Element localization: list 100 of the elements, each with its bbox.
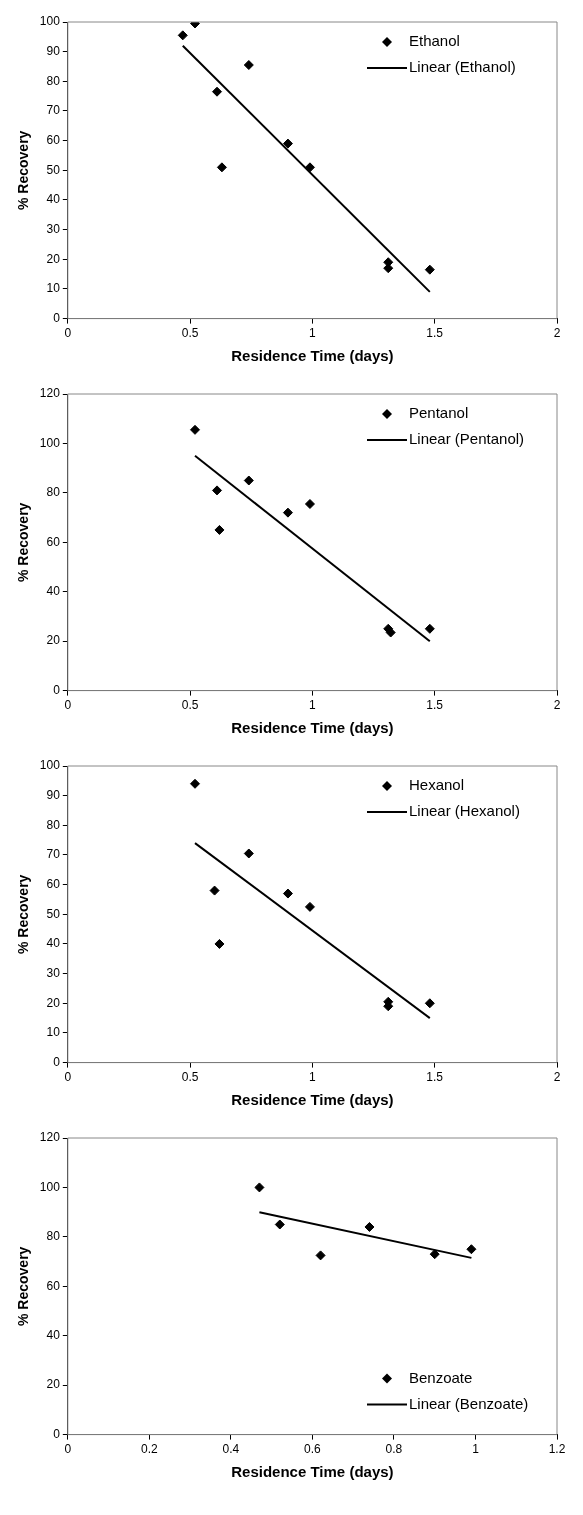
point bbox=[364, 1221, 375, 1232]
point bbox=[424, 264, 435, 275]
y-tick-label: 30 bbox=[46, 221, 61, 236]
y-tick-label: 30 bbox=[46, 965, 61, 980]
point bbox=[254, 1182, 265, 1193]
x-axis-title: Residence Time (days) bbox=[231, 1091, 394, 1109]
y-tick-label: 80 bbox=[46, 485, 61, 500]
x-tick-label: 1.2 bbox=[548, 1442, 566, 1457]
x-axis-title: Residence Time (days) bbox=[231, 347, 394, 365]
point bbox=[212, 485, 223, 496]
x-tick-label: 1 bbox=[309, 326, 317, 341]
y-tick-label: 0 bbox=[53, 1426, 61, 1441]
y-tick-label: 60 bbox=[46, 132, 61, 147]
y-tick-label: 40 bbox=[46, 192, 61, 207]
y-tick-label: 80 bbox=[46, 73, 61, 88]
y-tick-label: 50 bbox=[46, 906, 61, 921]
point bbox=[282, 507, 293, 518]
point bbox=[190, 778, 201, 789]
x-tick-label: 1 bbox=[309, 698, 317, 713]
point bbox=[304, 901, 315, 912]
point bbox=[304, 498, 315, 509]
legend-label: Linear (Pentanol) bbox=[409, 430, 525, 448]
y-tick-label: 120 bbox=[39, 1130, 61, 1145]
point bbox=[466, 1244, 477, 1255]
y-tick-label: 0 bbox=[53, 682, 61, 697]
y-tick-label: 20 bbox=[46, 251, 61, 266]
y-axis-title: % Recovery bbox=[15, 502, 32, 582]
point bbox=[214, 938, 225, 949]
y-tick-label: 90 bbox=[46, 43, 61, 58]
point bbox=[243, 848, 254, 859]
x-tick-label: 0 bbox=[64, 698, 72, 713]
x-tick-label: 0 bbox=[64, 326, 72, 341]
y-tick-label: 50 bbox=[46, 162, 61, 177]
y-tick-label: 40 bbox=[46, 584, 61, 599]
x-tick-label: 0.2 bbox=[141, 1442, 159, 1457]
x-tick-label: 2 bbox=[553, 698, 561, 713]
point bbox=[304, 162, 315, 173]
x-tick-label: 0.5 bbox=[181, 1070, 199, 1085]
point bbox=[216, 162, 227, 173]
legend-label: Linear (Hexanol) bbox=[409, 802, 520, 820]
y-axis-title: % Recovery bbox=[15, 130, 32, 210]
y-tick-label: 20 bbox=[46, 1377, 61, 1392]
x-tick-label: 2 bbox=[553, 326, 561, 341]
x-tick-label: 1 bbox=[472, 1442, 480, 1457]
x-tick-label: 0.6 bbox=[304, 1442, 322, 1457]
point bbox=[177, 30, 188, 41]
y-tick-label: 20 bbox=[46, 995, 61, 1010]
x-tick-label: 2 bbox=[553, 1070, 561, 1085]
y-tick-label: 0 bbox=[53, 1054, 61, 1069]
x-tick-label: 0.5 bbox=[181, 698, 199, 713]
y-tick-label: 100 bbox=[39, 14, 61, 29]
y-tick-label: 100 bbox=[39, 758, 61, 773]
point bbox=[282, 888, 293, 899]
y-tick-label: 120 bbox=[39, 386, 61, 401]
point bbox=[209, 885, 220, 896]
y-tick-label: 60 bbox=[46, 534, 61, 549]
x-tick-label: 1 bbox=[309, 1070, 317, 1085]
y-tick-label: 10 bbox=[46, 1025, 61, 1040]
point bbox=[274, 1219, 285, 1230]
y-tick-label: 10 bbox=[46, 281, 61, 296]
y-tick-label: 60 bbox=[46, 876, 61, 891]
point bbox=[424, 998, 435, 1009]
point bbox=[212, 86, 223, 97]
x-tick-label: 1.5 bbox=[426, 698, 444, 713]
x-axis-title: Residence Time (days) bbox=[231, 1463, 394, 1481]
y-tick-label: 60 bbox=[46, 1278, 61, 1293]
point bbox=[190, 424, 201, 435]
legend-label: Pentanol bbox=[409, 404, 469, 422]
y-tick-label: 40 bbox=[46, 936, 61, 951]
point bbox=[282, 138, 293, 149]
x-tick-label: 0.4 bbox=[222, 1442, 240, 1457]
point bbox=[424, 623, 435, 634]
x-tick-label: 1.5 bbox=[426, 1070, 444, 1085]
point bbox=[315, 1250, 326, 1261]
y-tick-label: 80 bbox=[46, 1229, 61, 1244]
y-tick-label: 40 bbox=[46, 1328, 61, 1343]
point bbox=[243, 475, 254, 486]
y-tick-label: 0 bbox=[53, 310, 61, 325]
y-tick-label: 100 bbox=[39, 1179, 61, 1194]
point bbox=[429, 1249, 440, 1260]
x-axis-title: Residence Time (days) bbox=[231, 719, 394, 737]
point bbox=[214, 524, 225, 535]
y-tick-label: 20 bbox=[46, 633, 61, 648]
x-tick-label: 0.8 bbox=[385, 1442, 403, 1457]
point bbox=[243, 60, 254, 71]
y-tick-label: 70 bbox=[46, 847, 61, 862]
legend-label: Hexanol bbox=[409, 776, 465, 794]
y-tick-label: 70 bbox=[46, 103, 61, 118]
y-axis-title: % Recovery bbox=[15, 1246, 32, 1326]
y-tick-label: 90 bbox=[46, 787, 61, 802]
y-axis-title: % Recovery bbox=[15, 874, 32, 954]
x-tick-label: 0 bbox=[64, 1070, 72, 1085]
legend-label: Linear (Benzoate) bbox=[409, 1394, 529, 1412]
x-tick-label: 0 bbox=[64, 1442, 72, 1457]
x-tick-label: 0.5 bbox=[181, 326, 199, 341]
legend-label: Benzoate bbox=[409, 1368, 473, 1386]
x-tick-label: 1.5 bbox=[426, 326, 444, 341]
y-tick-label: 100 bbox=[39, 435, 61, 450]
legend-label: Linear (Ethanol) bbox=[409, 58, 516, 76]
y-tick-label: 80 bbox=[46, 817, 61, 832]
